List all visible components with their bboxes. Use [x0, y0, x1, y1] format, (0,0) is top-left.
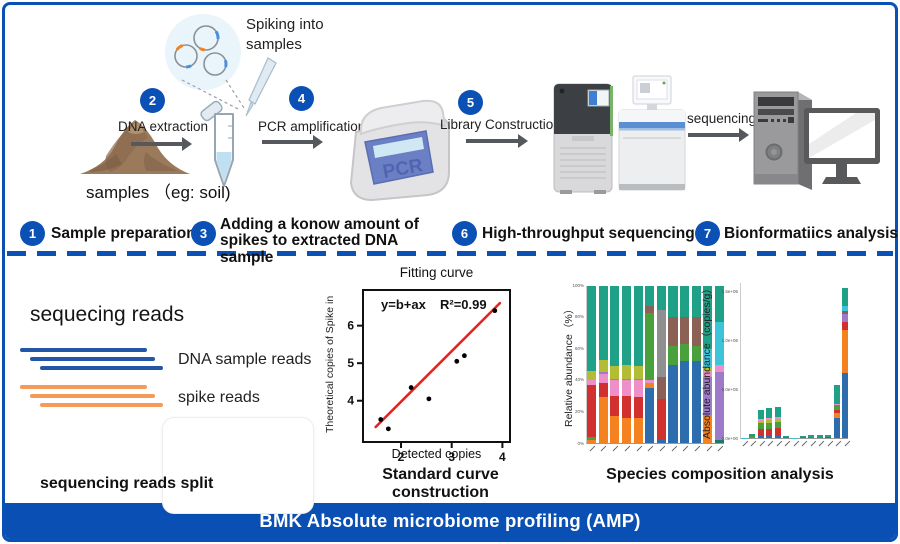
fitting-curve-plot: 2 3 4 4 5 6: [337, 284, 527, 481]
reads-split-caption: sequencing reads split: [40, 475, 214, 492]
svg-text:2: 2: [398, 450, 405, 464]
step7-caption: Bionformatiics analysis: [724, 225, 899, 242]
dna-read-line: [20, 348, 147, 352]
dashed-divider: [7, 251, 893, 256]
spike-read-line: [40, 403, 163, 407]
spike-reads-label: spike reads: [178, 389, 260, 406]
library-construction-label: Library Construction: [440, 117, 561, 132]
spike-plasmids-icon: [165, 14, 241, 90]
arrow-icon: [262, 135, 323, 148]
dna-extraction-label: DNA extraction: [118, 119, 209, 134]
spiking-into-samples-label: Spiking into samples: [246, 16, 324, 53]
banner-title: BMK Absolute microbiome profiling (AMP): [259, 510, 641, 531]
svg-text:6: 6: [347, 319, 354, 333]
step-badge-5: 5: [458, 90, 483, 115]
sequencing-reads-title: sequecing reads: [30, 303, 185, 326]
step-number: 6: [460, 226, 469, 241]
step-badge-6: 6: [452, 221, 477, 246]
spike-read-line: [30, 394, 155, 398]
step-badge-1: 1: [20, 221, 45, 246]
scatter-xlabel: Detected copies: [391, 447, 482, 461]
dna-sample-reads-label: DNA sample reads: [178, 351, 312, 368]
samples-label: samples （eg: soil): [86, 183, 231, 202]
step-badge-2: 2: [140, 88, 165, 113]
svg-text:5: 5: [347, 356, 354, 370]
arrow-icon: [466, 134, 528, 147]
tube-icon: [200, 100, 234, 187]
scatter-caption: Standard curve construction: [382, 466, 499, 501]
step-badge-4: 4: [289, 86, 314, 111]
sequencer-monitor-icon: [618, 75, 686, 191]
bottom-banner: BMK Absolute microbiome profiling (AMP): [5, 503, 895, 539]
absolute-abundance-ylabel: Absolute abundance（copies/g）: [701, 283, 713, 439]
pipette-icon: [245, 57, 277, 117]
absolute-abundance-chart: 0.0e+00 5.0e+05 1.0e+06 1.5e+06: [722, 283, 848, 440]
dna-read-line: [30, 357, 155, 361]
fitting-curve-title: Fitting curve: [399, 265, 474, 280]
svg-text:3: 3: [448, 450, 455, 464]
sequencing-label: sequencing: [687, 111, 757, 126]
step1-caption: Sample preparation: [51, 225, 196, 242]
background-card: [162, 417, 314, 514]
pcr-amplification-label: PCR amplification: [258, 119, 366, 134]
arrow-icon: [688, 128, 749, 141]
relative-abundance-chart: 0% 20% 40% 60% 80% 100%: [572, 283, 724, 445]
scatter-ylabel: Theoretical copies of Spike in: [324, 295, 336, 433]
step-number: 1: [28, 226, 37, 241]
step-number: 7: [703, 226, 712, 241]
pcr-machine-icon: PCR: [349, 99, 450, 202]
step-number: 5: [466, 95, 475, 110]
step-badge-7: 7: [695, 221, 720, 246]
step-number: 3: [199, 226, 208, 241]
relative-abundance-ylabel: Relative abundance（%）: [563, 303, 575, 427]
step-badge-3: 3: [191, 221, 216, 246]
dna-read-line: [40, 366, 163, 370]
species-caption: Species composition analysis: [606, 466, 834, 483]
spike-read-line: [20, 385, 147, 389]
fit-equation: y=b+ax: [381, 297, 426, 312]
step-number: 4: [297, 91, 306, 106]
step6-caption: High-throughput sequencing: [482, 225, 695, 242]
sequencer-icon: [553, 83, 613, 194]
step3-caption: Adding a konow amount of spikes to extra…: [220, 216, 419, 266]
svg-text:4: 4: [347, 394, 354, 408]
svg-text:4: 4: [499, 450, 506, 464]
computer-icon: [753, 91, 880, 190]
spike-connector-lines: [181, 79, 245, 111]
soil-pile-icon: [80, 120, 190, 174]
fit-r2: R²=0.99: [440, 297, 487, 312]
step-number: 2: [148, 93, 157, 108]
arrow-icon: [131, 137, 192, 150]
